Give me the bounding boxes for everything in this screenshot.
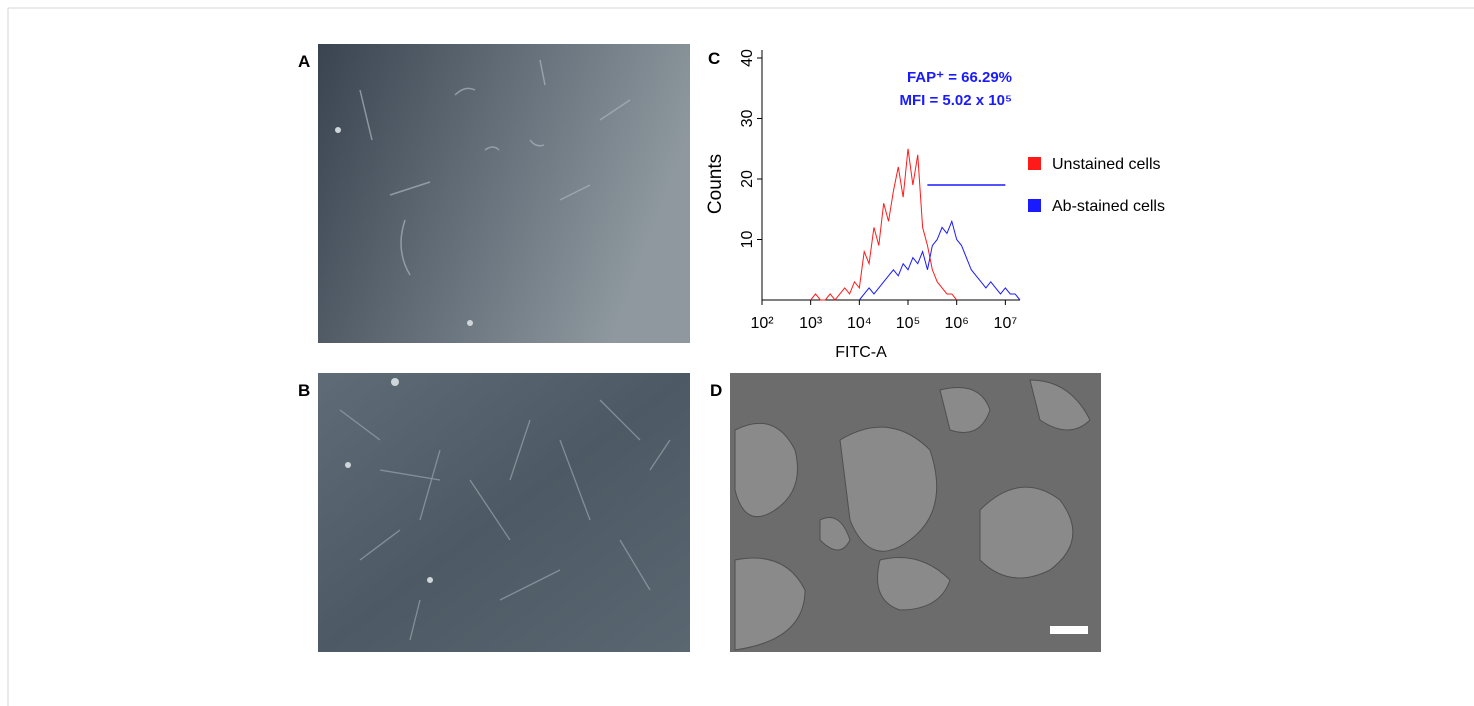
x-tick-label: 10² <box>750 315 774 332</box>
legend-label: Unstained cells <box>1052 156 1161 173</box>
x-tick-label: 10⁷ <box>994 315 1018 332</box>
panel-label: C <box>708 49 720 68</box>
x-tick-label: 10⁵ <box>896 315 920 332</box>
cell <box>427 577 433 583</box>
legend-swatch <box>1028 157 1041 170</box>
cell <box>391 378 399 386</box>
x-tick-label: 10⁶ <box>944 315 968 332</box>
x-tick-label: 10⁴ <box>847 315 872 332</box>
y-tick-label: 30 <box>739 110 756 128</box>
y-tick-label: 40 <box>739 49 756 67</box>
cell <box>467 320 473 326</box>
y-axis-title: Counts <box>705 154 726 214</box>
histogram-chart: 10² 10³ 10⁴ 10⁵ 10⁶ 10⁷ 10 20 30 40 FITC-A Counts FA… <box>705 49 1165 361</box>
cell-clusters-d <box>734 379 1091 651</box>
cell-shapes-b <box>339 399 671 641</box>
panel-label: B <box>298 381 310 400</box>
cell <box>345 462 351 468</box>
cell-shapes-a <box>359 59 631 276</box>
panel-label: D <box>710 381 722 400</box>
x-tick-label: 10³ <box>799 315 823 332</box>
micrograph-b <box>318 373 690 652</box>
legend-label: Ab-stained cells <box>1052 198 1165 215</box>
x-axis-title: FITC-A <box>835 344 887 361</box>
scale-bar <box>1050 626 1088 634</box>
histogram-line <box>858 219 1021 301</box>
cell <box>335 127 341 133</box>
y-tick-label: 10 <box>739 231 756 249</box>
legend-swatch <box>1028 199 1041 212</box>
annotation: FAP⁺ = 66.29% <box>907 69 1012 86</box>
histogram-line <box>810 148 958 301</box>
micrograph-a <box>318 44 690 343</box>
panel-label: A <box>298 52 310 71</box>
annotation: MFI = 5.02 x 10⁵ <box>899 92 1012 109</box>
y-tick-label: 20 <box>739 170 756 188</box>
